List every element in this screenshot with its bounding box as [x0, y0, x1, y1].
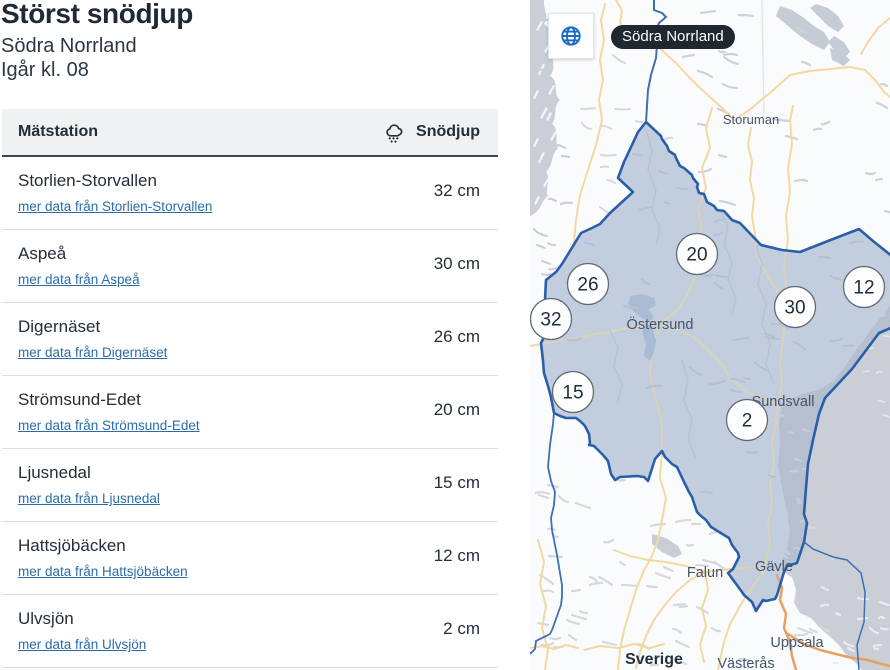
svg-text:26: 26 [577, 275, 598, 296]
svg-text:Gävle: Gävle [755, 559, 793, 575]
svg-text:Sundsvall: Sundsvall [752, 394, 815, 410]
svg-text:15: 15 [562, 383, 583, 404]
svg-text:20: 20 [686, 245, 707, 266]
svg-text:Västerås: Västerås [717, 656, 774, 670]
svg-text:2: 2 [742, 411, 753, 432]
svg-text:30: 30 [784, 298, 805, 319]
svg-text:Uppsala: Uppsala [770, 635, 824, 651]
svg-text:32: 32 [540, 310, 561, 331]
svg-text:Falun: Falun [687, 565, 723, 581]
svg-text:Sverige: Sverige [625, 651, 683, 668]
svg-text:Storuman: Storuman [723, 112, 779, 127]
svg-text:12: 12 [853, 278, 874, 299]
svg-text:Östersund: Östersund [627, 315, 694, 333]
